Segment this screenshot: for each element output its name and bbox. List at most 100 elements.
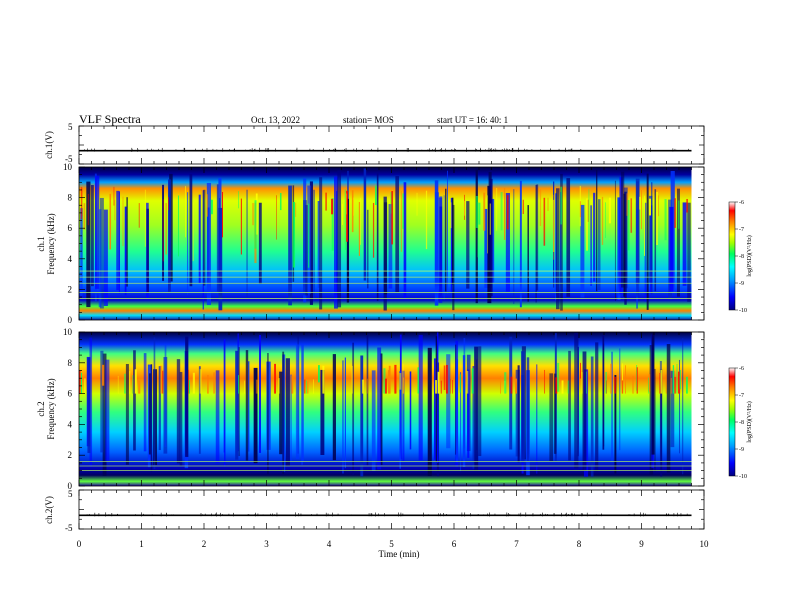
x-axis-label: Time (min) bbox=[379, 549, 420, 559]
ch1-spectrogram-emission-streak bbox=[506, 195, 509, 230]
ch2-spectrogram-emission-streak bbox=[621, 380, 624, 394]
ch2-spectrogram-emission-streak bbox=[417, 367, 419, 394]
ch1-colorbar-tick-label: -8 bbox=[739, 254, 744, 260]
ch2-spectrogram-quiet-streak bbox=[245, 350, 249, 461]
ch1-spectrogram-ytick-label: 0 bbox=[68, 315, 73, 325]
ch1-spectrogram-emission-streak bbox=[325, 192, 327, 211]
ch2-waveform-panel: 5 -5 ch.2(V) bbox=[44, 489, 705, 533]
ch1-spectrogram-emission-streak bbox=[678, 200, 680, 229]
ch2-waveform-ytick-top: 5 bbox=[68, 489, 73, 499]
ch2-spectrogram-quiet-streak bbox=[176, 359, 181, 464]
header-date: Oct. 13, 2022 bbox=[251, 115, 300, 125]
ch2-spectrogram-quiet-streak bbox=[179, 371, 183, 467]
ch1-spectrogram-emission-streak bbox=[254, 200, 257, 249]
ch2-spectrogram-quiet-streak bbox=[553, 373, 557, 454]
ch1-spectrogram-quiet-streak bbox=[636, 181, 640, 298]
ch1-spectrogram-quiet-streak bbox=[198, 194, 201, 284]
ch1-spectrogram-emission-streak bbox=[122, 196, 124, 247]
x-tick-label: 9 bbox=[639, 539, 644, 549]
ch2-spectrogram-emission-streak bbox=[443, 365, 446, 390]
ch2-waveform-frame bbox=[78, 489, 705, 530]
ch2-spectrogram-ytick-label: 2 bbox=[68, 450, 73, 460]
ch1-spectrogram-emission-streak bbox=[496, 187, 498, 231]
ch1-spectrogram-streaks bbox=[80, 167, 704, 320]
ch2-colorbar bbox=[728, 367, 736, 477]
ch2-spectrogram-streaks bbox=[79, 332, 704, 486]
ch2-spectrogram-quiet-streak bbox=[302, 344, 304, 462]
ch2-spectrogram-emission-streak bbox=[291, 375, 294, 394]
ch2-spectrogram-emission-streak bbox=[101, 364, 105, 386]
x-tick-label: 2 bbox=[202, 539, 207, 549]
ch2-spectrogram-emission-streak bbox=[117, 375, 119, 394]
ch2-spectrogram-emission-streak bbox=[317, 365, 320, 383]
ch2-spectrogram-quiet-streak bbox=[342, 360, 344, 474]
ch1-hum-lines bbox=[79, 270, 692, 299]
ch2-spectrogram-emission-streak bbox=[199, 369, 202, 394]
ch2-spectrogram-emission-streak bbox=[134, 369, 137, 394]
ch1-spectrogram-quiet-streak bbox=[648, 195, 653, 283]
ch2-spectrogram-emission-streak bbox=[567, 380, 569, 394]
ch1-spectrogram-quiet-streak bbox=[536, 184, 539, 291]
ch2-spectrogram-emission-streak bbox=[138, 380, 141, 394]
ch2-spectrogram-quiet-streak bbox=[467, 369, 470, 458]
ch2-spectrogram-emission-streak bbox=[459, 374, 461, 393]
ch1-spectrogram-quiet-streak bbox=[124, 206, 127, 296]
ch1-waveform-ytick-top: 5 bbox=[68, 122, 73, 132]
ch1-spectrogram-quiet-streak bbox=[527, 205, 529, 302]
ch2-spectrogram-ylabel: Frequency (kHz) bbox=[46, 378, 56, 439]
x-tick-label: 10 bbox=[700, 539, 710, 549]
ch2-spectrogram-emission-streak bbox=[437, 371, 440, 394]
ch1-spectrogram-emission-streak bbox=[686, 198, 688, 213]
ch2-hum-lines bbox=[79, 460, 692, 472]
ch1-spectrogram-quiet-streak bbox=[218, 207, 223, 311]
ch1-spectrogram-emission-streak bbox=[344, 189, 346, 250]
ch1-spectrogram-emission-streak bbox=[487, 195, 488, 254]
ch1-spectrogram-quiet-streak bbox=[623, 193, 626, 297]
ch2-spectrogram-emission-streak bbox=[625, 365, 626, 394]
ch2-spectrogram-emission-streak bbox=[606, 380, 607, 394]
ch1-spectrogram-emission-streak bbox=[331, 198, 334, 215]
ch2-spectrogram-quiet-streak bbox=[536, 364, 538, 474]
ch2-spectrogram-panel: 0 2 4 6 8 10 ch.2 Frequency (kHz) -6 -7 -8 -9 -10… bbox=[36, 327, 753, 491]
ch1-spectrogram-emission-streak bbox=[547, 197, 549, 212]
ch2-spectrogram-emission-streak bbox=[274, 363, 276, 394]
ch1-spectrogram-emission-streak bbox=[674, 198, 676, 228]
ch2-spectrogram-emission-streak bbox=[672, 365, 675, 394]
ch1-spectrogram-emission-streak bbox=[644, 195, 645, 256]
ch2-spectrogram-quiet-streak bbox=[651, 332, 655, 455]
ch1-spectrogram-emission-streak bbox=[391, 190, 394, 245]
ch2-spectrogram-quiet-streak bbox=[574, 332, 579, 469]
ch1-spectrogram-ytick-label: 2 bbox=[68, 284, 73, 294]
ch2-spectrogram-quiet-streak bbox=[148, 373, 151, 455]
ch1-spectrogram-emission-streak bbox=[489, 203, 492, 235]
ch2-spectrogram-quiet-streak bbox=[332, 354, 336, 461]
ch1-spectrogram-quiet-streak bbox=[590, 205, 592, 286]
ch1-spectrogram-quiet-streak bbox=[383, 202, 388, 295]
ch1-spectrogram-quiet-streak bbox=[169, 173, 173, 282]
ch1-spectrogram-emission-streak bbox=[341, 203, 343, 225]
ch1-spectrogram-emission-streak bbox=[113, 186, 115, 206]
ch1-spectrogram-quiet-streak bbox=[99, 197, 104, 309]
ch1-spectrogram-emission-streak bbox=[553, 194, 555, 260]
ch2-spectrogram-emission-streak bbox=[124, 373, 126, 394]
ch2-spectrogram-no-data bbox=[691, 332, 704, 486]
ch1-spectrogram-quiet-streak bbox=[614, 180, 616, 302]
ch2-spectrogram-emission-streak bbox=[452, 379, 453, 394]
ch2-spectrogram-emission-streak bbox=[670, 377, 672, 394]
ch1-spectrogram-quiet-streak bbox=[596, 169, 598, 292]
ch1-spectrogram-emission-streak bbox=[601, 196, 604, 245]
ch2-spectrogram-emission-streak bbox=[132, 375, 134, 394]
ch1-spectrogram-emission-streak bbox=[543, 197, 546, 246]
ch1-spectrogram-emission-streak bbox=[503, 187, 506, 240]
ch1-colorbar-tick-label: -6 bbox=[739, 200, 744, 206]
ch2-spectrogram-quiet-streak bbox=[158, 366, 161, 451]
ch1-spectrogram-emission-streak bbox=[240, 198, 242, 255]
ch1-spectrogram-emission-streak bbox=[539, 189, 542, 227]
ch1-spectrogram-quiet-streak bbox=[363, 168, 367, 281]
ch2-spectrogram-ytick-label: 4 bbox=[68, 419, 73, 429]
ch2-colorbar-tick-label: -6 bbox=[739, 366, 744, 372]
ch1-spectrogram-quiet-streak bbox=[80, 208, 83, 296]
ch2-spectrogram-emission-streak bbox=[579, 362, 581, 379]
ch1-spectrogram-quiet-streak bbox=[466, 201, 470, 289]
ch1-spectrogram-quiet-streak bbox=[366, 209, 369, 289]
